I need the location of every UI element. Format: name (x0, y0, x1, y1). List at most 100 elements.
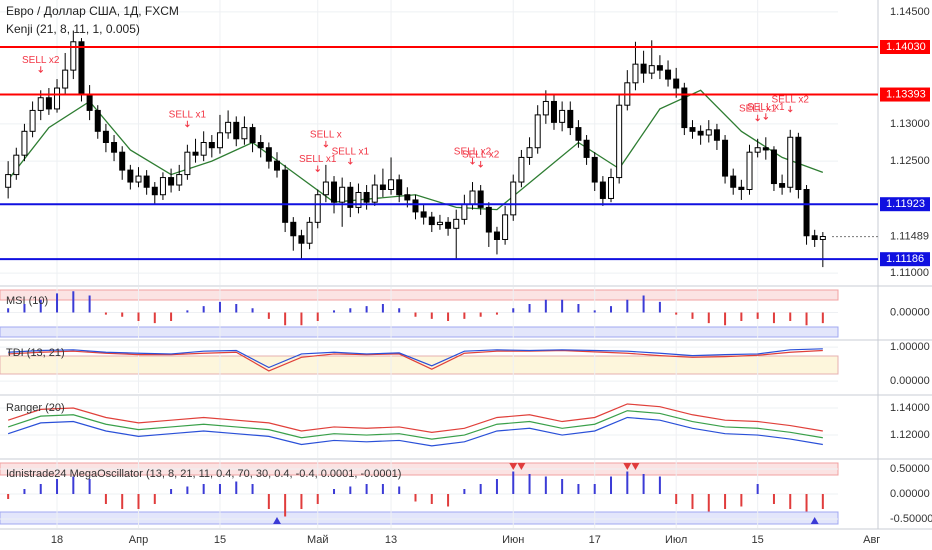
candle-body (298, 235, 305, 244)
histogram-bar (72, 291, 75, 313)
histogram-bar (398, 486, 401, 494)
indicator-line (8, 349, 823, 372)
histogram-bar (56, 293, 59, 313)
histogram-bar (772, 494, 775, 504)
candle-body (94, 109, 101, 132)
histogram-bar (740, 312, 743, 321)
candle-body (192, 151, 199, 156)
price-label-box (880, 197, 930, 212)
histogram-bar (23, 489, 26, 494)
histogram-bar (316, 312, 319, 321)
candle-body (583, 139, 590, 158)
candle-body (656, 65, 663, 71)
candle-body (681, 87, 688, 129)
x-tick-label: 13 (385, 534, 397, 546)
msi-oversold-zone (0, 326, 839, 338)
candle-body (314, 194, 321, 223)
y-tick-label: 0.00000 (890, 375, 930, 387)
histogram-bar (675, 494, 678, 504)
histogram-bar (577, 304, 580, 313)
candle-body (347, 186, 354, 208)
candle-body (127, 169, 134, 183)
indicator-line (7, 416, 823, 447)
histogram-bar (528, 304, 531, 313)
histogram-bar (398, 308, 401, 313)
y-tick-label: 1.12500 (890, 155, 930, 167)
histogram-bar (137, 312, 140, 321)
histogram-bar (658, 476, 661, 494)
histogram-bar (153, 312, 156, 324)
histogram-bar (577, 484, 580, 494)
candle-body (62, 69, 69, 89)
y-tick-label: 0.00000 (890, 306, 930, 318)
indicator-label: Idnistrade24 MegaOscillator (13, 8, 21, … (6, 468, 401, 480)
candle-body (632, 63, 639, 84)
msi-overbought-zone (0, 289, 839, 301)
histogram-bar (430, 494, 433, 504)
tdi-zone (0, 355, 839, 375)
signal-label: SELL x2 (772, 94, 810, 105)
histogram-bar (414, 494, 417, 502)
candle-body (550, 100, 557, 123)
signal-arrow (347, 158, 353, 165)
histogram-bar (691, 494, 694, 509)
histogram-bar (756, 312, 759, 319)
signal-arrow (763, 113, 769, 120)
y-tick-label: 0.00000 (890, 488, 930, 500)
histogram-bar (300, 312, 303, 326)
candle-body (722, 139, 729, 177)
price-label: 1.11186 (886, 253, 924, 265)
histogram-bar (202, 306, 205, 313)
histogram-bar (88, 295, 91, 313)
y-tick-label: 1.12000 (890, 429, 930, 441)
histogram-bar (365, 306, 368, 313)
candle-body (648, 65, 655, 74)
sell-signal (623, 463, 632, 470)
histogram-bar (724, 494, 727, 509)
histogram-bar (626, 299, 629, 313)
histogram-bar (756, 484, 759, 494)
histogram-bar (186, 310, 189, 313)
histogram-bar (349, 486, 352, 494)
candle-body (159, 177, 166, 196)
candle-body (689, 127, 696, 132)
candle-body (396, 179, 403, 196)
histogram-bar (267, 312, 270, 319)
candle-body (502, 214, 509, 240)
x-tick-label: 15 (752, 534, 764, 546)
histogram-bar (121, 312, 124, 317)
x-tick-label: 17 (589, 534, 601, 546)
price-label-box (880, 252, 930, 267)
signal-label: SELL x1 (332, 147, 370, 158)
candle-body (730, 175, 737, 188)
histogram-bar (528, 474, 531, 494)
histogram-bar (72, 476, 75, 494)
histogram-bar (463, 489, 466, 494)
candle-body (738, 186, 745, 191)
candle-body (102, 130, 109, 143)
histogram-bar (284, 494, 287, 517)
last-price-label: 1.11489 (890, 230, 929, 242)
candle-body (705, 129, 712, 136)
x-tick-label: 18 (51, 534, 63, 546)
histogram-bar (642, 295, 645, 313)
candle-body (526, 147, 533, 158)
x-tick-label: Апр (129, 534, 148, 546)
histogram-bar (235, 304, 238, 313)
y-tick-label: -0.50000 (890, 513, 932, 525)
candle-body (518, 156, 525, 183)
histogram-bar (121, 494, 124, 509)
signal-label: SELL x2 (454, 147, 492, 158)
candle-body (575, 127, 582, 141)
histogram-bar (789, 494, 792, 509)
candle-body (510, 181, 517, 216)
candle-body (713, 129, 720, 141)
signal-arrow (478, 161, 484, 168)
candle-body (111, 142, 118, 153)
candle-body (322, 181, 329, 196)
indicator-line (7, 403, 823, 433)
histogram-bar (821, 312, 824, 324)
histogram-bar (479, 484, 482, 494)
signal-label: SELL x (310, 130, 342, 141)
